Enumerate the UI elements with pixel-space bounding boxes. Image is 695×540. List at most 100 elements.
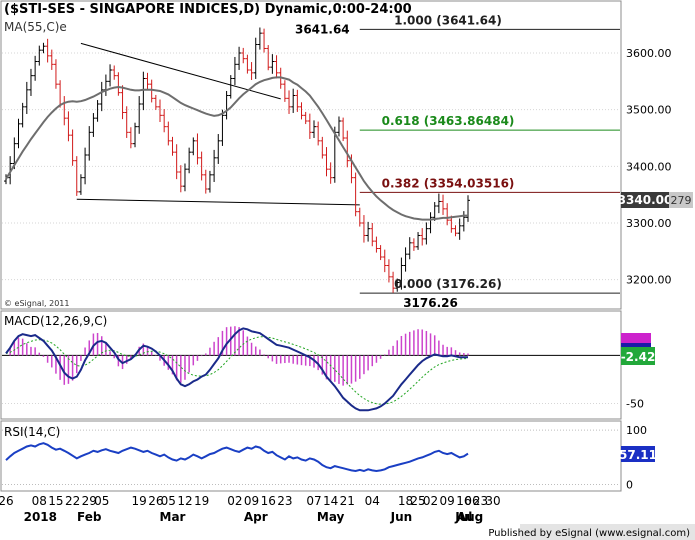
price-bar [133, 122, 138, 148]
price-bar [262, 28, 267, 53]
rsi-panel-title: RSI(14,C) [4, 425, 60, 439]
rsi-last-label: 57.11 [619, 448, 657, 462]
price-bar [336, 116, 341, 137]
rsi-tick-label: 0 [626, 479, 633, 492]
price-tick-label: 3200.00 [626, 274, 672, 287]
price-bar [83, 147, 88, 185]
x-month-label: Mar [160, 510, 186, 524]
price-bar [158, 99, 162, 122]
price-bar [153, 94, 158, 110]
price-bar [195, 133, 200, 165]
price-bar [274, 55, 279, 79]
watermark: © eSignal, 2011 [4, 299, 69, 308]
x-day-label: 06 [464, 494, 479, 508]
macd-last-label: -2.42 [621, 350, 656, 364]
x-month-label: Apr [244, 510, 268, 524]
x-day-label: 29 [82, 494, 97, 508]
price-bar [399, 257, 404, 290]
x-month-label: Jun [390, 510, 413, 524]
x-day-label: 26 [0, 494, 14, 508]
price-bar [128, 127, 133, 149]
x-day-label: 14 [323, 494, 338, 508]
price-bar [108, 64, 113, 87]
price-bar [453, 225, 458, 237]
fib-level-label: 1.000 (3641.64) [394, 13, 502, 27]
price-bar [395, 278, 400, 292]
price-bar [416, 232, 421, 250]
price-bar [37, 45, 42, 66]
x-day-label: 25 [410, 494, 425, 508]
x-month-label: 2018 [24, 510, 57, 524]
price-bar [162, 109, 167, 133]
rsi-line [5, 442, 469, 473]
x-month-label: Jul [454, 510, 472, 524]
rsi-tick-label: 100 [626, 424, 647, 437]
footer-credit: Published by eSignal (www.esignal.com) [488, 528, 690, 539]
x-month-label: Aug [457, 510, 483, 524]
price-bar [216, 134, 221, 164]
price-bar [166, 121, 171, 146]
price-bar [220, 109, 225, 146]
price-bar [16, 118, 21, 149]
price-bar [461, 211, 466, 232]
price-bar [436, 193, 441, 214]
x-day-label: 02 [227, 494, 242, 508]
fib-level-label: 0.618 (3463.86484) [382, 114, 515, 128]
price-bar [382, 249, 387, 273]
x-day-label: 19 [194, 494, 209, 508]
price-bar [49, 49, 54, 70]
price-bar [91, 113, 96, 137]
price-bar [207, 170, 212, 193]
x-day-label: 19 [132, 494, 147, 508]
price-bar [95, 100, 100, 122]
fibonacci-levels [359, 28, 620, 294]
price-bar [99, 81, 104, 112]
x-day-label: 30 [485, 494, 500, 508]
price-bar [199, 151, 204, 181]
price-bar [70, 129, 75, 166]
price-bar [178, 165, 183, 193]
price-bar [466, 195, 470, 222]
price-bar [170, 136, 175, 156]
trough-annotation: 3176.26 [403, 296, 458, 310]
price-bar [187, 147, 192, 174]
fibonacci-labels: 1.000 (3641.64) 0.618 (3463.86484) 0.382 (… [382, 13, 515, 291]
price-bar [237, 46, 242, 70]
price-bar [66, 111, 71, 142]
price-bar [361, 215, 366, 243]
price-bar [24, 81, 29, 114]
price-bar [137, 96, 142, 134]
price-bar [357, 207, 362, 227]
price-bar [457, 218, 462, 240]
price-bar [386, 259, 391, 283]
price-bar [320, 136, 325, 159]
price-bar [374, 236, 379, 253]
price-bar [124, 106, 129, 138]
x-day-label: 09 [244, 494, 259, 508]
price-bar [307, 113, 312, 139]
price-bar [420, 228, 425, 246]
trendline [76, 198, 360, 206]
x-day-label: 23 [473, 494, 488, 508]
fib-level-label: 0.382 (3354.03516) [382, 176, 515, 190]
x-day-label: 05 [161, 494, 176, 508]
price-tick-label: 3300.00 [626, 217, 672, 230]
price-bar [324, 147, 329, 177]
price-bar [191, 137, 196, 156]
rsi-grid [2, 429, 620, 486]
price-panel-frame [0, 0, 622, 310]
x-day-label: 07 [306, 494, 321, 508]
price-bar [411, 238, 416, 251]
price-axis: 3600.00 3500.00 3400.00 3300.00 3200.00 [626, 47, 672, 287]
price-bar [53, 59, 58, 89]
x-month-label: May [317, 510, 345, 524]
price-bar [299, 102, 304, 120]
price-tick-label: 3400.00 [626, 160, 672, 173]
price-bar [224, 90, 229, 120]
price-bar [441, 194, 446, 215]
price-grid [2, 52, 620, 281]
x-day-label: 23 [277, 494, 292, 508]
price-bar [112, 65, 117, 80]
last-price-label: 3340.00 [618, 193, 673, 207]
